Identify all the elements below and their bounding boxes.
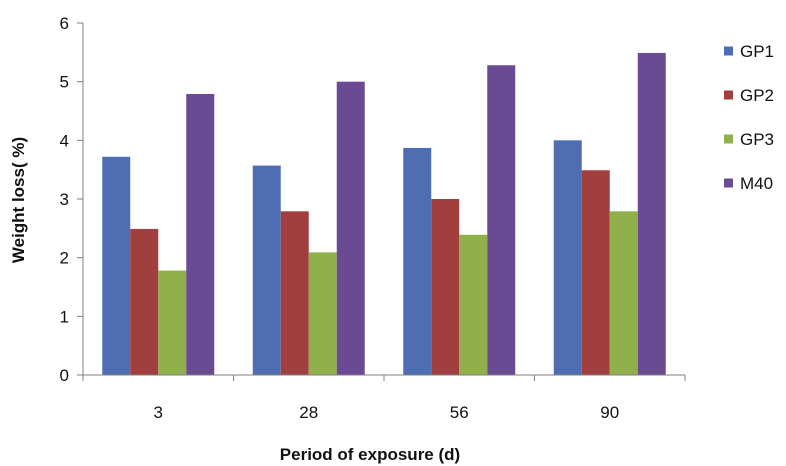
x-tick-label: 28 xyxy=(299,403,318,422)
legend-swatch-gp3 xyxy=(724,134,733,144)
bars-group xyxy=(102,52,666,376)
y-axis-title: Weight loss( %) xyxy=(9,137,28,263)
bar-m40-56 xyxy=(487,65,516,376)
bar-gp3-90 xyxy=(609,211,638,375)
legend-label-gp3: GP3 xyxy=(740,130,774,149)
bar-m40-3 xyxy=(186,93,215,375)
bar-gp1-90 xyxy=(553,140,582,375)
bar-m40-28 xyxy=(336,81,365,376)
bar-gp1-56 xyxy=(403,147,432,375)
legend-swatch-m40 xyxy=(724,178,733,188)
y-tick-label: 3 xyxy=(60,190,69,209)
bar-gp1-28 xyxy=(252,165,281,375)
y-tick-label: 2 xyxy=(60,249,69,268)
x-tick-label: 90 xyxy=(600,403,619,422)
bar-gp3-3 xyxy=(158,270,187,375)
legend-label-m40: M40 xyxy=(740,174,773,193)
bar-gp3-28 xyxy=(308,252,337,375)
bar-gp3-56 xyxy=(459,234,488,375)
bar-gp2-3 xyxy=(130,228,159,375)
y-tick-label: 1 xyxy=(60,307,69,326)
legend: GP1 GP2 GP3 M40 xyxy=(724,42,774,193)
bar-gp2-56 xyxy=(431,199,460,375)
legend-swatch-gp2 xyxy=(724,90,733,100)
legend-label-gp1: GP1 xyxy=(740,42,774,61)
x-axis-title: Period of exposure (d) xyxy=(280,445,460,464)
bar-m40-90 xyxy=(637,52,666,376)
y-tick-label: 5 xyxy=(60,73,69,92)
bar-gp2-90 xyxy=(581,170,610,375)
y-tick-label: 6 xyxy=(60,14,69,33)
bar-gp1-3 xyxy=(102,156,131,375)
bar-gp2-28 xyxy=(280,211,309,375)
x-tick-label: 56 xyxy=(450,403,469,422)
legend-label-gp2: GP2 xyxy=(740,86,774,105)
y-tick-label: 0 xyxy=(60,366,69,385)
y-tick-label: 4 xyxy=(60,131,69,150)
legend-swatch-gp1 xyxy=(724,46,733,56)
x-tick-label: 3 xyxy=(154,403,163,422)
